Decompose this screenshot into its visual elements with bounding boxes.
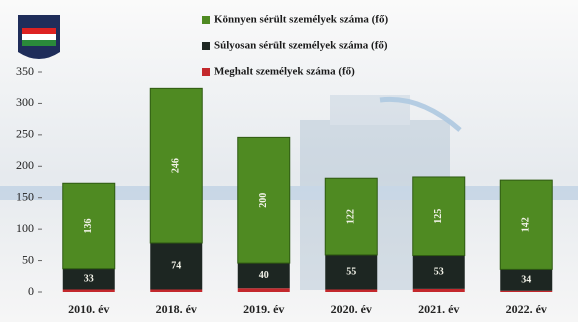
y-tick-label: 50 xyxy=(22,252,34,266)
bar-segment xyxy=(62,289,115,292)
data-label: 53 xyxy=(434,266,444,277)
bar-segment xyxy=(237,136,291,264)
bar-segment xyxy=(500,269,553,291)
data-label: 40 xyxy=(259,270,269,281)
bar-segment xyxy=(412,255,465,289)
legend-swatch xyxy=(202,16,210,24)
legend-swatch xyxy=(202,42,210,50)
y-tick-label: 100 xyxy=(16,221,34,235)
y-tick-label: 350 xyxy=(16,64,34,78)
data-label: 34 xyxy=(521,274,531,285)
data-label: 74 xyxy=(171,261,181,272)
y-tick-label: 0 xyxy=(28,284,34,298)
y-tick-label: 300 xyxy=(16,95,34,109)
y-tick-label: 200 xyxy=(16,158,34,172)
data-label: 136 xyxy=(83,219,94,234)
y-tick-label: 250 xyxy=(16,127,34,141)
bar-segment xyxy=(150,242,203,290)
bar-segment xyxy=(149,87,203,244)
y-tick-label: 150 xyxy=(16,189,34,203)
legend-swatch xyxy=(202,68,210,76)
bar-segment xyxy=(412,176,466,257)
data-label: 33 xyxy=(84,273,94,284)
logo xyxy=(18,15,60,59)
x-tick-label: 2010. év xyxy=(68,302,109,316)
data-label: 122 xyxy=(346,209,357,224)
x-tick-label: 2020. év xyxy=(331,302,372,316)
bar-segment xyxy=(150,289,203,292)
x-tick-label: 2018. év xyxy=(156,302,197,316)
bar-segment xyxy=(62,182,116,270)
bar-segment xyxy=(412,288,465,292)
bar-segment xyxy=(237,263,290,289)
legend-label: Könnyen sérült személyek száma (fő) xyxy=(214,14,388,26)
bar-segment xyxy=(500,290,553,292)
legend-label: Meghalt személyek száma (fő) xyxy=(214,66,355,78)
bar-segment xyxy=(324,177,378,256)
data-label: 142 xyxy=(521,217,532,232)
data-label: 246 xyxy=(171,158,182,173)
x-tick-label: 2022. év xyxy=(506,302,547,316)
data-label: 200 xyxy=(258,193,269,208)
data-label: 55 xyxy=(346,266,356,277)
legend: Könnyen sérült személyek száma (fő) Súlyo… xyxy=(202,14,388,78)
bar-segment xyxy=(325,254,378,290)
bar-segment xyxy=(62,268,115,290)
bar-segment xyxy=(237,288,290,292)
data-label: 125 xyxy=(433,209,444,224)
x-tick-label: 2019. év xyxy=(243,302,284,316)
x-tick-label: 2021. év xyxy=(418,302,459,316)
legend-label: Súlyosan sérült személyek száma (fő) xyxy=(214,40,388,52)
bar-segment xyxy=(499,179,553,270)
bar-segment xyxy=(325,289,378,292)
